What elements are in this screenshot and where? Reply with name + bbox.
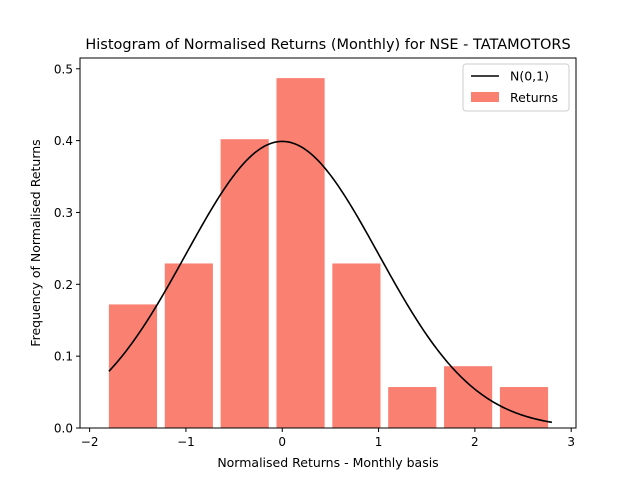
x-axis-ticks: −2 −1 0 1 2 3: [81, 428, 575, 449]
bars-group: [108, 78, 549, 429]
bar-0: [108, 304, 158, 428]
legend: N(0,1) Returns: [462, 63, 570, 112]
bar-7: [499, 387, 549, 428]
x-tick-label: −1: [177, 435, 195, 449]
normal-curve-line: [108, 140, 553, 424]
chart-title: Histogram of Normalised Returns (Monthly…: [85, 37, 570, 53]
y-tick-label: 0.3: [54, 206, 73, 220]
bar-2: [220, 139, 269, 429]
x-tick-label: 3: [567, 435, 575, 449]
bar-3: [276, 78, 325, 428]
y-tick-label: 0.1: [54, 350, 73, 364]
legend-label-returns: Returns: [510, 90, 558, 105]
y-tick-label: 0.2: [54, 278, 73, 292]
legend-label-normal: N(0,1): [510, 69, 549, 84]
plot-frame: [79, 57, 577, 429]
y-axis-label: Frequency of Normalised Returns: [28, 139, 43, 346]
x-axis-label: Normalised Returns - Monthly basis: [217, 455, 438, 470]
x-tick-label: −2: [81, 435, 99, 449]
bar-4: [332, 263, 381, 428]
bar-1: [164, 263, 213, 428]
legend-bar-swatch: [471, 92, 499, 102]
y-axis-ticks: 0.0 0.1 0.2 0.3 0.4 0.5: [54, 62, 80, 436]
y-tick-label: 0.0: [54, 422, 73, 436]
y-tick-label: 0.5: [54, 62, 73, 76]
x-tick-label: 0: [278, 435, 286, 449]
x-tick-label: 2: [471, 435, 479, 449]
bar-5: [388, 387, 437, 428]
x-tick-label: 1: [375, 435, 383, 449]
y-tick-label: 0.4: [54, 134, 73, 148]
